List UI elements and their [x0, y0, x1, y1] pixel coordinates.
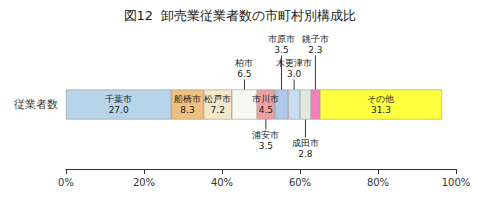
- svg-text:銚子市: 銚子市: [302, 34, 329, 44]
- svg-text:成田市: 成田市: [292, 138, 319, 148]
- svg-text:20%: 20%: [133, 177, 155, 188]
- svg-text:市原市: 市原市: [268, 34, 295, 44]
- svg-text:木更津市: 木更津市: [276, 58, 312, 68]
- svg-text:7.2: 7.2: [211, 105, 225, 115]
- svg-text:浦安市: 浦安市: [252, 130, 279, 140]
- svg-text:60%: 60%: [289, 177, 311, 188]
- svg-text:3.5: 3.5: [274, 45, 288, 55]
- svg-text:従業者数: 従業者数: [14, 98, 58, 111]
- svg-text:図12 卸売業従業者数の市町村別構成比: 図12 卸売業従業者数の市町村別構成比: [124, 8, 357, 23]
- svg-text:0%: 0%: [58, 177, 74, 188]
- svg-text:船橋市: 船橋市: [174, 94, 201, 104]
- svg-text:その他: その他: [367, 94, 394, 104]
- svg-text:27.0: 27.0: [109, 105, 129, 115]
- svg-text:2.8: 2.8: [298, 149, 313, 159]
- svg-text:市川市: 市川市: [252, 94, 279, 104]
- svg-text:100%: 100%: [442, 177, 471, 188]
- svg-text:4.5: 4.5: [259, 105, 273, 115]
- svg-text:柏市: 柏市: [234, 58, 253, 68]
- svg-text:6.5: 6.5: [237, 69, 251, 79]
- svg-text:40%: 40%: [211, 177, 233, 188]
- svg-text:8.3: 8.3: [180, 105, 194, 115]
- svg-text:31.3: 31.3: [371, 105, 391, 115]
- svg-text:松戸市: 松戸市: [204, 94, 231, 104]
- svg-text:3.0: 3.0: [287, 69, 302, 79]
- svg-text:千葉市: 千葉市: [105, 94, 132, 104]
- svg-text:80%: 80%: [367, 177, 389, 188]
- svg-text:3.5: 3.5: [259, 141, 273, 151]
- svg-text:2.3: 2.3: [308, 45, 322, 55]
